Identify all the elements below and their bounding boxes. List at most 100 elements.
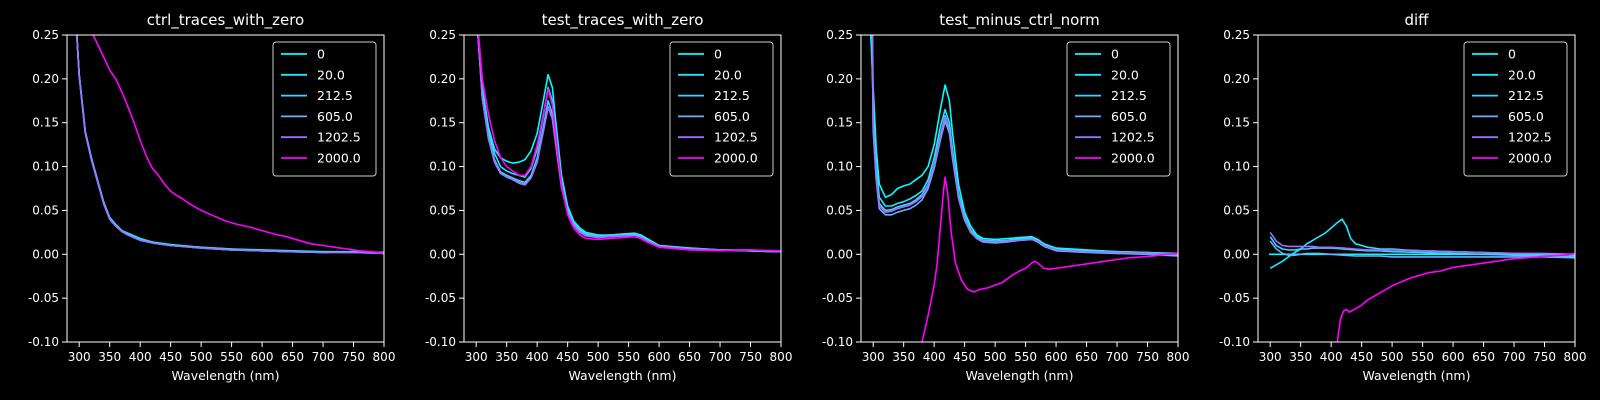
chart-panel-1: ctrl_traces_with_zero 300 350 400 450 500 550 6… xyxy=(28,11,396,383)
legend-entry-label: 20.0 xyxy=(317,67,345,82)
x-tick-label: 750 xyxy=(342,350,365,364)
x-tick-label: 400 xyxy=(129,350,152,364)
x-axis-label: Wavelength (nm) xyxy=(966,368,1074,383)
legend-entry-label: 1202.5 xyxy=(1508,130,1552,145)
legend: 0 20.0 212.5 605.0 1202.5 2000.0 xyxy=(1463,41,1568,177)
y-tick-label: 0.20 xyxy=(1223,72,1250,86)
x-tick-label: 550 xyxy=(1411,350,1434,364)
x-tick-label: 650 xyxy=(1472,350,1495,364)
legend-entry-label: 605.0 xyxy=(1111,109,1147,124)
y-tick-label: 0.05 xyxy=(826,203,853,217)
legend: 0 20.0 212.5 605.0 1202.5 2000.0 xyxy=(272,41,377,177)
x-tick-label: 650 xyxy=(281,350,304,364)
y-tick-label: 0.15 xyxy=(32,116,59,130)
y-tick-label: 0.00 xyxy=(429,247,456,261)
x-tick-label: 800 xyxy=(1564,350,1587,364)
y-tick-label: -0.10 xyxy=(822,335,853,349)
y-tick-label: -0.10 xyxy=(28,335,59,349)
y-tick-label: 0.05 xyxy=(32,203,59,217)
legend-entry-label: 212.5 xyxy=(317,88,353,103)
legend-entry-label: 605.0 xyxy=(317,109,353,124)
x-tick-label: 450 xyxy=(1350,350,1373,364)
legend-entry-label: 20.0 xyxy=(1111,67,1139,82)
x-tick-label: 350 xyxy=(1289,350,1312,364)
y-tick-label: 0.00 xyxy=(1223,247,1250,261)
x-tick-label: 450 xyxy=(556,350,579,364)
x-tick-label: 600 xyxy=(648,350,671,364)
y-tick-label: 0.00 xyxy=(32,247,59,261)
axes-frame xyxy=(463,34,782,343)
x-tick-label: 350 xyxy=(495,350,518,364)
legend-entry-label: 20.0 xyxy=(714,67,742,82)
series-line-2000.0 xyxy=(477,35,781,252)
series-line-1202.5 xyxy=(76,35,384,255)
legend-entry-label: 20.0 xyxy=(1508,67,1536,82)
x-tick-label: 400 xyxy=(923,350,946,364)
legend-entry-label: 2000.0 xyxy=(714,151,758,166)
x-tick-label: 300 xyxy=(1259,350,1282,364)
y-tick-label: 0.20 xyxy=(32,72,59,86)
legend: 0 20.0 212.5 605.0 1202.5 2000.0 xyxy=(1066,41,1171,177)
x-tick-label: 500 xyxy=(1381,350,1404,364)
x-tick-label: 750 xyxy=(1136,350,1159,364)
y-tick-label: 0.15 xyxy=(429,116,456,130)
y-tick-label: 0.20 xyxy=(429,72,456,86)
y-tick-label: -0.05 xyxy=(28,291,59,305)
legend-entry-label: 0 xyxy=(1508,47,1516,62)
series-line-1202.5 xyxy=(1269,231,1575,256)
plot-area xyxy=(76,35,384,255)
series-line-2000.0 xyxy=(1336,252,1575,342)
x-tick-label: 800 xyxy=(373,350,396,364)
x-tick-label: 300 xyxy=(68,350,91,364)
legend-entry-label: 0 xyxy=(317,47,325,62)
x-tick-label: 450 xyxy=(159,350,182,364)
x-tick-label: 750 xyxy=(739,350,762,364)
x-tick-label: 700 xyxy=(1503,350,1526,364)
series-line-212.5 xyxy=(1269,236,1575,258)
y-tick-label: -0.05 xyxy=(425,291,456,305)
chart-panel-4: diff 300 350 400 450 500 550 600 650 700 750 800 -0.… xyxy=(1219,11,1587,383)
x-tick-label: 550 xyxy=(1014,350,1037,364)
chart-panel-3: test_minus_ctrl_norm 300 350 400 450 500 550 60… xyxy=(822,11,1190,383)
legend-entry-label: 1202.5 xyxy=(714,130,758,145)
y-tick-label: -0.05 xyxy=(822,291,853,305)
y-tick-label: 0.10 xyxy=(826,160,853,174)
x-tick-label: 300 xyxy=(862,350,885,364)
series-line-2000.0 xyxy=(92,35,384,255)
series-line-2000.0 xyxy=(921,176,1178,342)
x-tick-label: 700 xyxy=(1106,350,1129,364)
legend-entry-label: 2000.0 xyxy=(1111,151,1155,166)
x-axis-label: Wavelength (nm) xyxy=(569,368,677,383)
axes-frame xyxy=(1257,34,1576,343)
x-axis-label: Wavelength (nm) xyxy=(1363,368,1471,383)
series-line-20.0 xyxy=(1269,218,1575,269)
legend-entry-label: 0 xyxy=(1111,47,1119,62)
x-tick-label: 300 xyxy=(465,350,488,364)
legend-entry-label: 605.0 xyxy=(1508,109,1544,124)
x-axis-label: Wavelength (nm) xyxy=(172,368,280,383)
y-tick-label: -0.10 xyxy=(1219,335,1250,349)
x-tick-label: 500 xyxy=(984,350,1007,364)
x-tick-label: 650 xyxy=(1075,350,1098,364)
legend: 0 20.0 212.5 605.0 1202.5 2000.0 xyxy=(669,41,774,177)
x-tick-label: 350 xyxy=(892,350,915,364)
series-line-1202.5 xyxy=(871,35,1178,256)
y-tick-label: 0.15 xyxy=(1223,116,1250,130)
series-line-605.0 xyxy=(1269,240,1575,259)
chart-panel-2: test_traces_with_zero 300 350 400 450 500 550 6… xyxy=(425,11,793,383)
x-tick-label: 600 xyxy=(251,350,274,364)
y-tick-label: 0.25 xyxy=(429,28,456,42)
legend-entry-label: 212.5 xyxy=(714,88,750,103)
x-tick-label: 650 xyxy=(678,350,701,364)
legend-entry-label: 2000.0 xyxy=(1508,151,1552,166)
y-tick-label: 0.20 xyxy=(826,72,853,86)
x-tick-label: 500 xyxy=(190,350,213,364)
x-tick-label: 800 xyxy=(770,350,793,364)
axes-frame xyxy=(66,34,385,343)
chart-title: ctrl_traces_with_zero xyxy=(147,11,304,30)
x-tick-label: 400 xyxy=(1320,350,1343,364)
plot-area xyxy=(870,35,1178,342)
y-tick-label: 0.05 xyxy=(1223,203,1250,217)
x-tick-label: 700 xyxy=(312,350,335,364)
